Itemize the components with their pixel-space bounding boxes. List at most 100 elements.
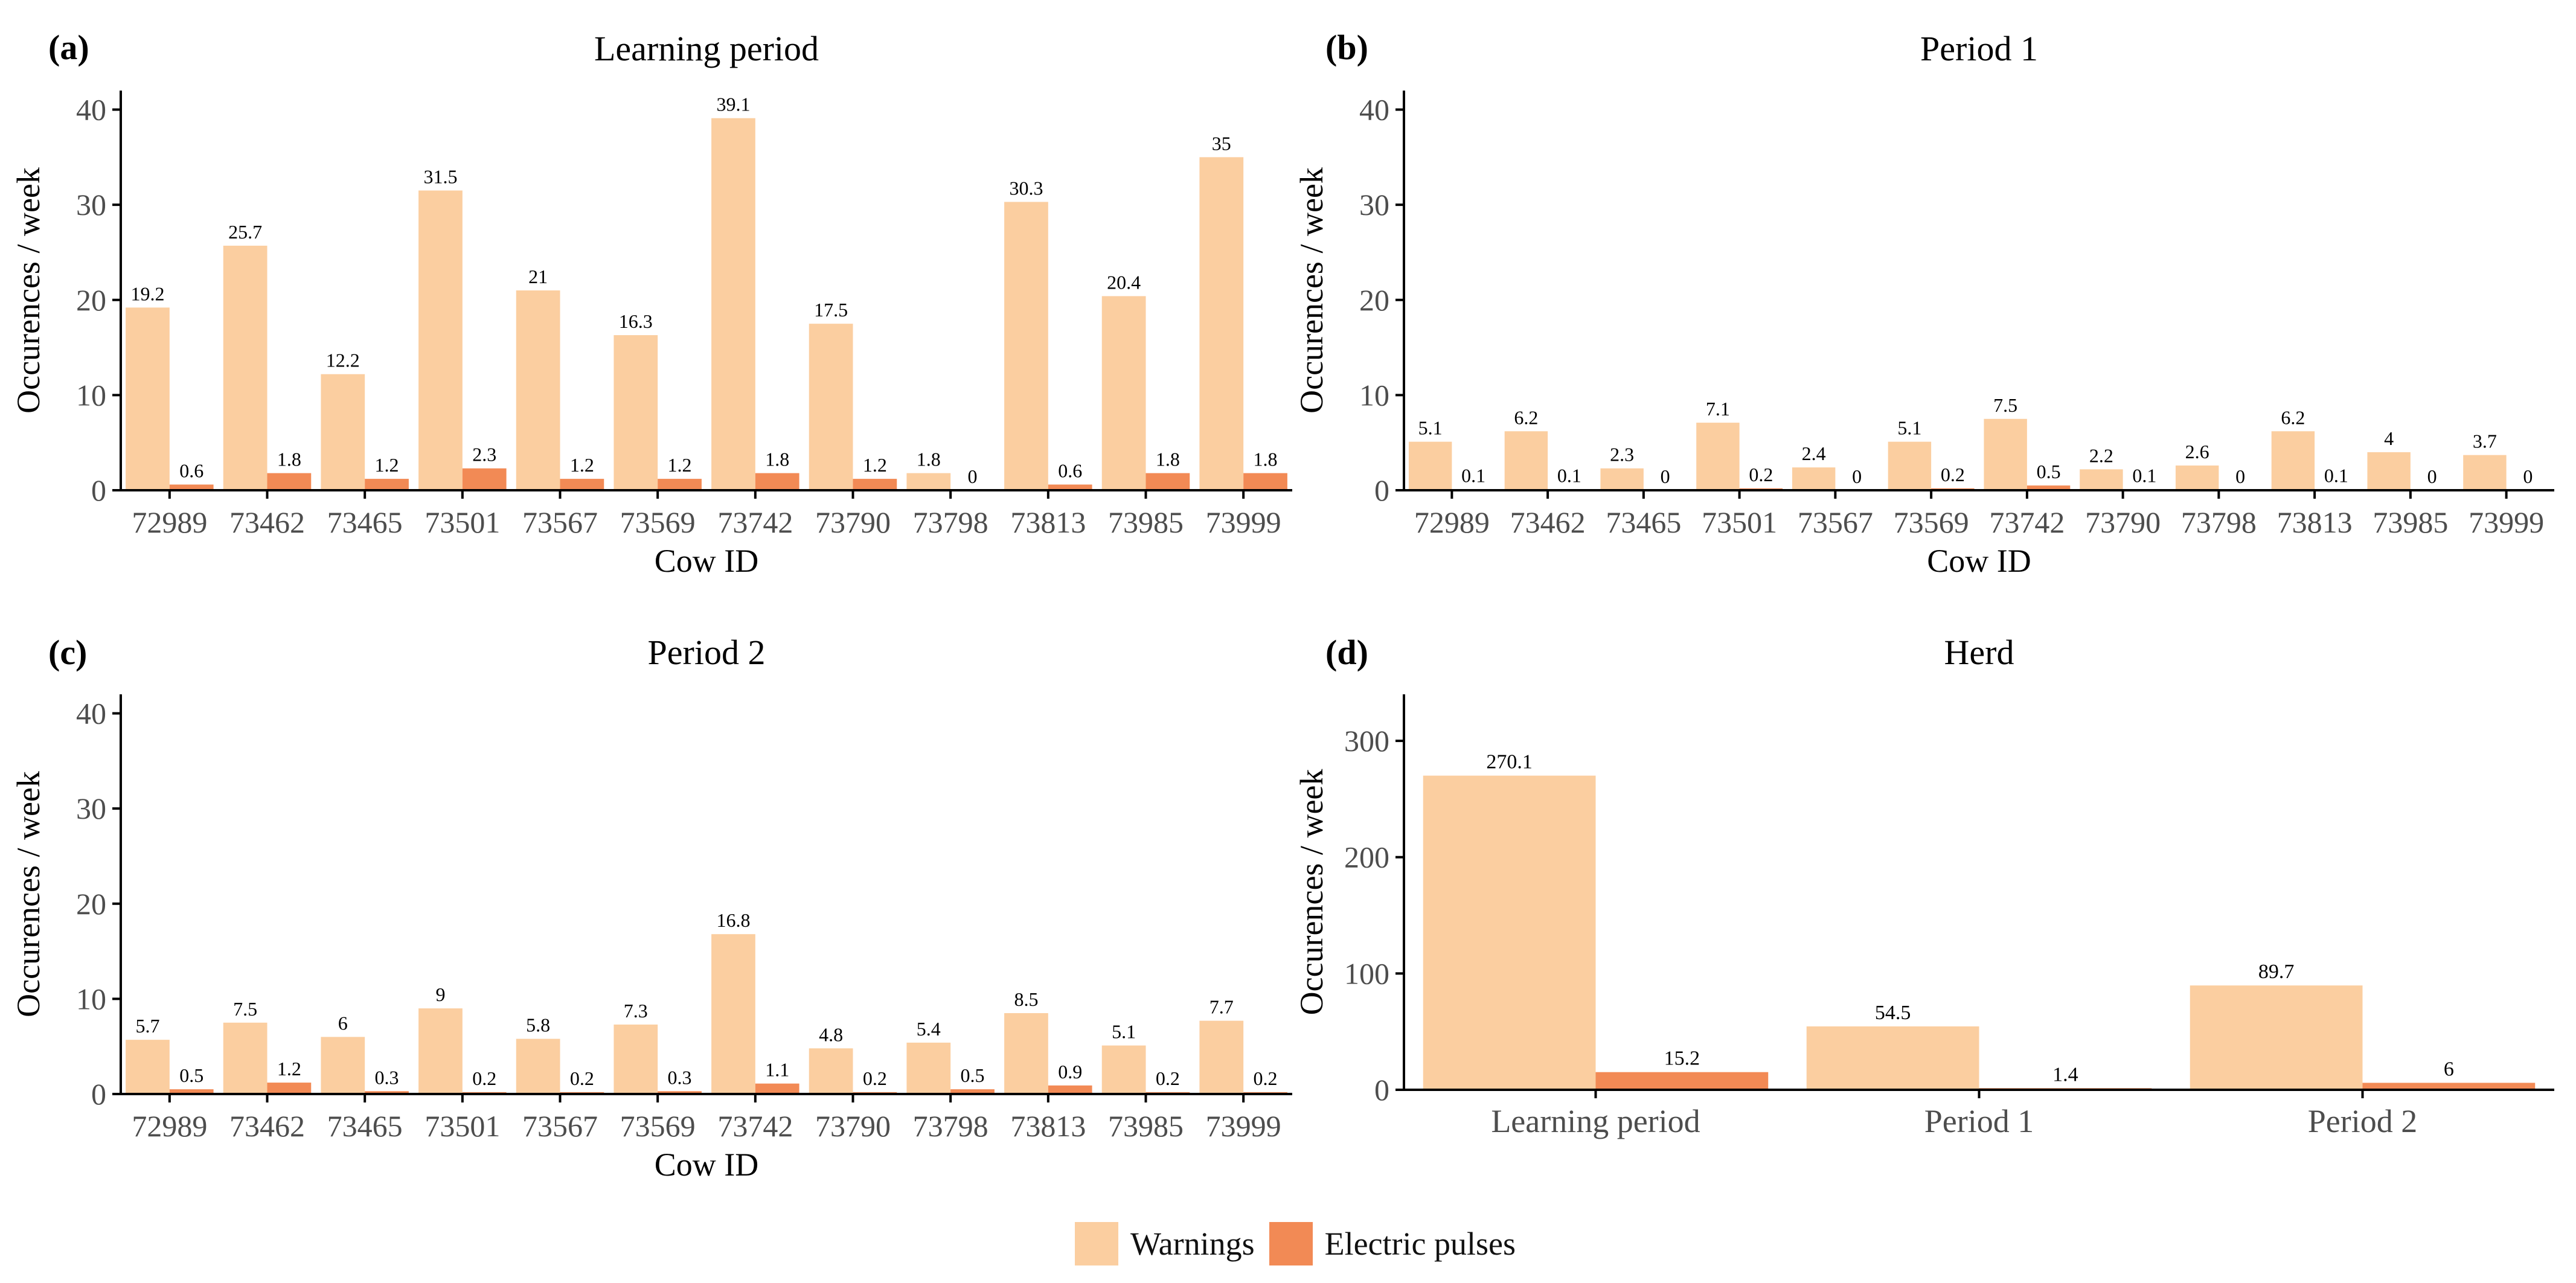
y-tick-label: 20 xyxy=(76,283,106,317)
x-tick-label: 73501 xyxy=(1702,505,1777,539)
panel-label: (d) xyxy=(1325,633,1368,672)
bar-warnings-73985 xyxy=(2367,452,2411,490)
data-label: 0 xyxy=(2523,466,2533,487)
data-label: 0.1 xyxy=(1461,464,1485,486)
data-label: 30.3 xyxy=(1009,177,1043,199)
data-label: 8.5 xyxy=(1014,988,1038,1010)
bar-warnings-73999 xyxy=(1199,1020,1244,1094)
data-label: 2.3 xyxy=(1610,444,1634,466)
bar-electric-pulses-73742 xyxy=(755,473,799,490)
data-label: 1.8 xyxy=(1156,449,1180,470)
data-label: 4.8 xyxy=(819,1023,843,1045)
data-label: 5.8 xyxy=(526,1014,550,1036)
y-axis-title: Occurences / week xyxy=(1293,769,1330,1016)
bar-warnings-73465 xyxy=(1600,468,1644,490)
bar-warnings-73462 xyxy=(223,1022,268,1094)
data-label: 7.7 xyxy=(1210,996,1234,1018)
data-label: 0 xyxy=(968,466,978,487)
x-tick-label: Learning period xyxy=(1491,1103,1700,1139)
data-label: 5.1 xyxy=(1418,417,1443,439)
x-tick-label: 73465 xyxy=(327,505,403,539)
data-label: 54.5 xyxy=(1875,1002,1911,1024)
bar-warnings-73790 xyxy=(809,1048,853,1094)
data-label: 9 xyxy=(435,984,445,1005)
data-label: 5.7 xyxy=(135,1015,159,1037)
bar-warnings-73465 xyxy=(321,374,365,490)
data-label: 31.5 xyxy=(423,166,457,188)
bar-warnings-72989 xyxy=(126,307,170,490)
bar-electric-pulses-72989 xyxy=(169,1089,214,1094)
bar-warnings-73999 xyxy=(2463,455,2507,490)
legend-item-warnings: Warnings xyxy=(1075,1222,1255,1265)
bar-warnings-73790 xyxy=(809,324,853,490)
bar-electric-pulses-73813 xyxy=(1048,1085,1092,1094)
data-label: 0.2 xyxy=(1941,464,1965,485)
bar-warnings-73462 xyxy=(223,245,268,490)
data-label: 1.8 xyxy=(1254,449,1278,470)
data-label: 0.1 xyxy=(2132,464,2156,486)
data-label: 20.4 xyxy=(1107,271,1141,293)
bar-warnings-73569 xyxy=(1888,441,1932,490)
bar-electric-pulses-72989 xyxy=(169,484,214,490)
bar-warnings-period-2 xyxy=(2190,985,2363,1090)
data-label: 2.3 xyxy=(472,444,496,466)
bar-warnings-73501 xyxy=(418,190,463,490)
bar-warnings-73501 xyxy=(418,1008,463,1094)
data-label: 89.7 xyxy=(2258,961,2295,983)
x-tick-label: 73985 xyxy=(1108,505,1184,539)
bar-warnings-73742 xyxy=(711,934,755,1094)
y-tick-label: 20 xyxy=(1359,283,1389,317)
y-tick-label: 40 xyxy=(76,697,106,731)
data-label: 39.1 xyxy=(716,94,750,115)
data-label: 1.2 xyxy=(277,1058,301,1080)
data-label: 6 xyxy=(2444,1058,2454,1080)
bar-warnings-73567 xyxy=(1792,467,1836,490)
data-label: 7.3 xyxy=(624,1000,648,1022)
data-label: 0 xyxy=(2427,466,2437,487)
bar-warnings-73813 xyxy=(1004,1013,1048,1094)
data-label: 1.4 xyxy=(2052,1063,2078,1086)
data-label: 1.2 xyxy=(668,454,692,476)
x-tick-label: 73567 xyxy=(522,505,598,539)
data-label: 0.2 xyxy=(472,1067,496,1089)
bar-warnings-73813 xyxy=(2271,431,2315,490)
bar-warnings-73742 xyxy=(1984,418,2027,490)
x-tick-label: 73999 xyxy=(1206,1109,1281,1143)
data-label: 0.1 xyxy=(2324,464,2348,486)
bar-warnings-period-1 xyxy=(1806,1026,1979,1090)
bar-warnings-73798 xyxy=(2175,466,2219,490)
bar-warnings-73798 xyxy=(906,1042,951,1094)
data-label: 4 xyxy=(2384,427,2394,449)
legend-item-electric-pulses: Electric pulses xyxy=(1269,1222,1516,1265)
data-label: 0.2 xyxy=(1254,1067,1278,1089)
bar-electric-pulses-learning-period xyxy=(1595,1072,1769,1090)
bar-warnings-73569 xyxy=(614,335,658,490)
data-label: 2.6 xyxy=(2185,441,2209,462)
bar-electric-pulses-73798 xyxy=(950,1089,995,1094)
y-tick-label: 30 xyxy=(76,188,106,222)
y-tick-label: 200 xyxy=(1344,840,1389,874)
x-tick-label: Period 1 xyxy=(1924,1103,2034,1139)
x-axis-title: Cow ID xyxy=(655,543,759,579)
data-label: 1.8 xyxy=(765,449,789,470)
data-label: 0.5 xyxy=(2037,461,2061,482)
panel-4: (d) Herd 0 100 200 300 Occurences / week 270.1 1… xyxy=(1293,633,2554,1139)
data-label: 7.5 xyxy=(1993,394,2017,416)
bar-electric-pulses-73569 xyxy=(658,479,702,490)
data-label: 5.4 xyxy=(917,1018,941,1040)
bar-electric-pulses-73790 xyxy=(853,479,897,490)
legend-swatch-warnings xyxy=(1075,1222,1118,1265)
data-label: 0 xyxy=(2235,466,2245,487)
data-label: 35 xyxy=(1212,132,1231,154)
data-label: 25.7 xyxy=(228,221,262,243)
x-tick-label: 73985 xyxy=(1108,1109,1184,1143)
x-tick-label: 73798 xyxy=(913,505,988,539)
bar-warnings-73790 xyxy=(2080,469,2123,490)
y-axis-title: Occurences / week xyxy=(10,771,46,1017)
bar-warnings-73813 xyxy=(1004,202,1048,490)
x-tick-label: 73501 xyxy=(425,505,500,539)
panel-3: (c) Period 2 0 10 20 30 40 Occurences / week 5.7… xyxy=(10,633,1292,1183)
y-tick-label: 300 xyxy=(1344,724,1389,758)
data-label: 5.1 xyxy=(1897,417,1921,439)
